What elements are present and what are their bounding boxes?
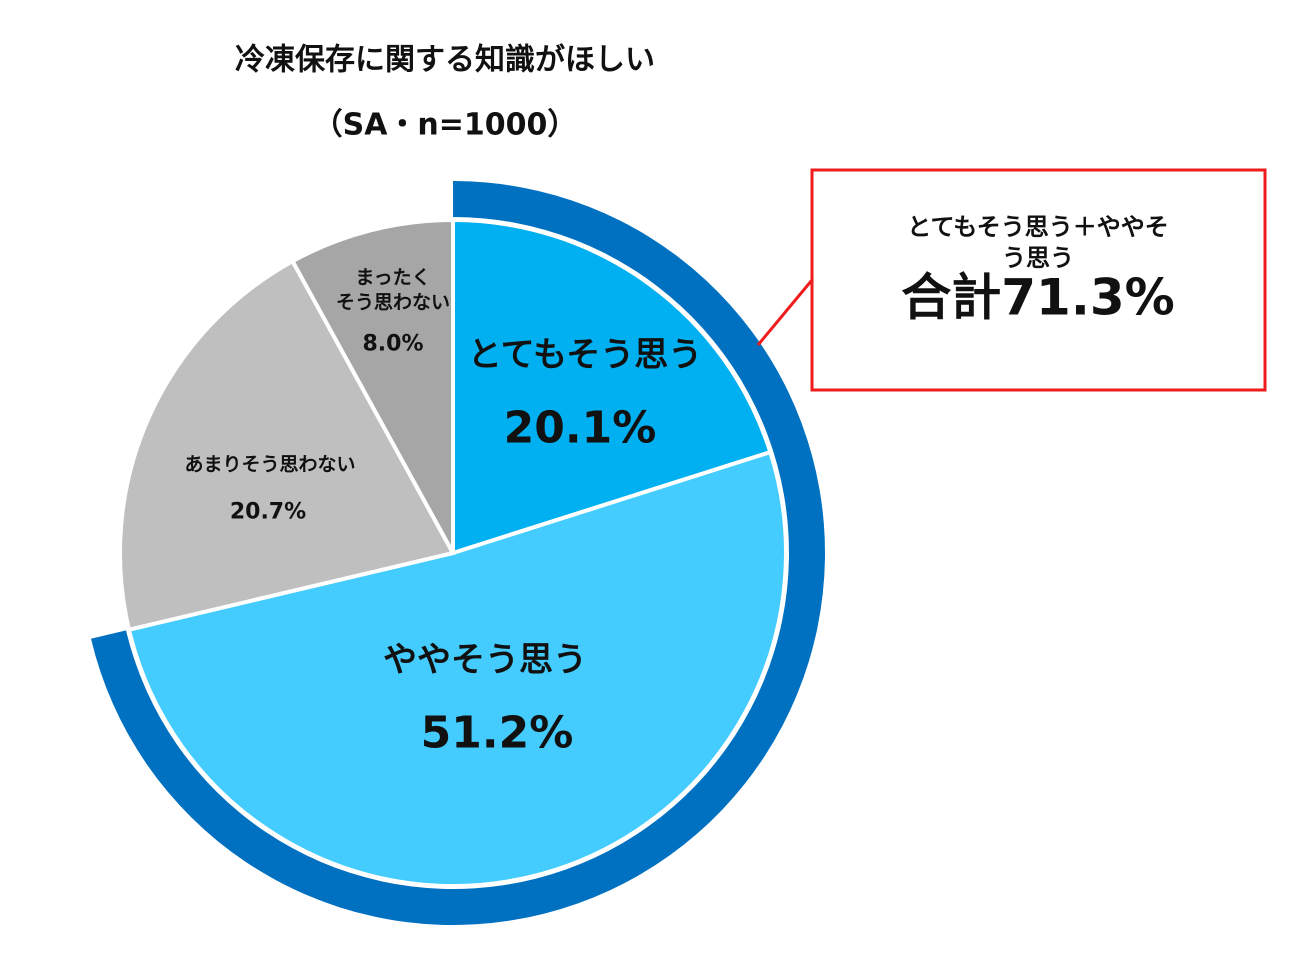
slice-label: まったく そう思わない [335,266,451,313]
annotation-title: とてもそう思う＋ややそう思う [907,212,1169,272]
chart-title: 冷凍保存に関する知識がほしい [235,42,655,78]
pie-slice [118,258,457,633]
slice-label: あまりそう思わない [184,453,356,476]
slice-label: とてもそう思う [467,334,703,375]
value-label: 20.1% [503,402,657,454]
annotation-text: 合計71.3% [901,268,1175,327]
value-label: 8.0% [362,331,424,357]
value-label: 20.7% [229,499,307,525]
slice-label: ややそう思う [383,639,587,680]
callout-line [756,279,814,346]
callout-box [810,168,1267,392]
pie-slice [126,449,788,888]
chart-subtitle: （SA・n=1000） [312,107,578,143]
value-label: 51.2% [420,707,574,759]
pie-slice [451,217,773,556]
pie-slice [289,217,455,554]
